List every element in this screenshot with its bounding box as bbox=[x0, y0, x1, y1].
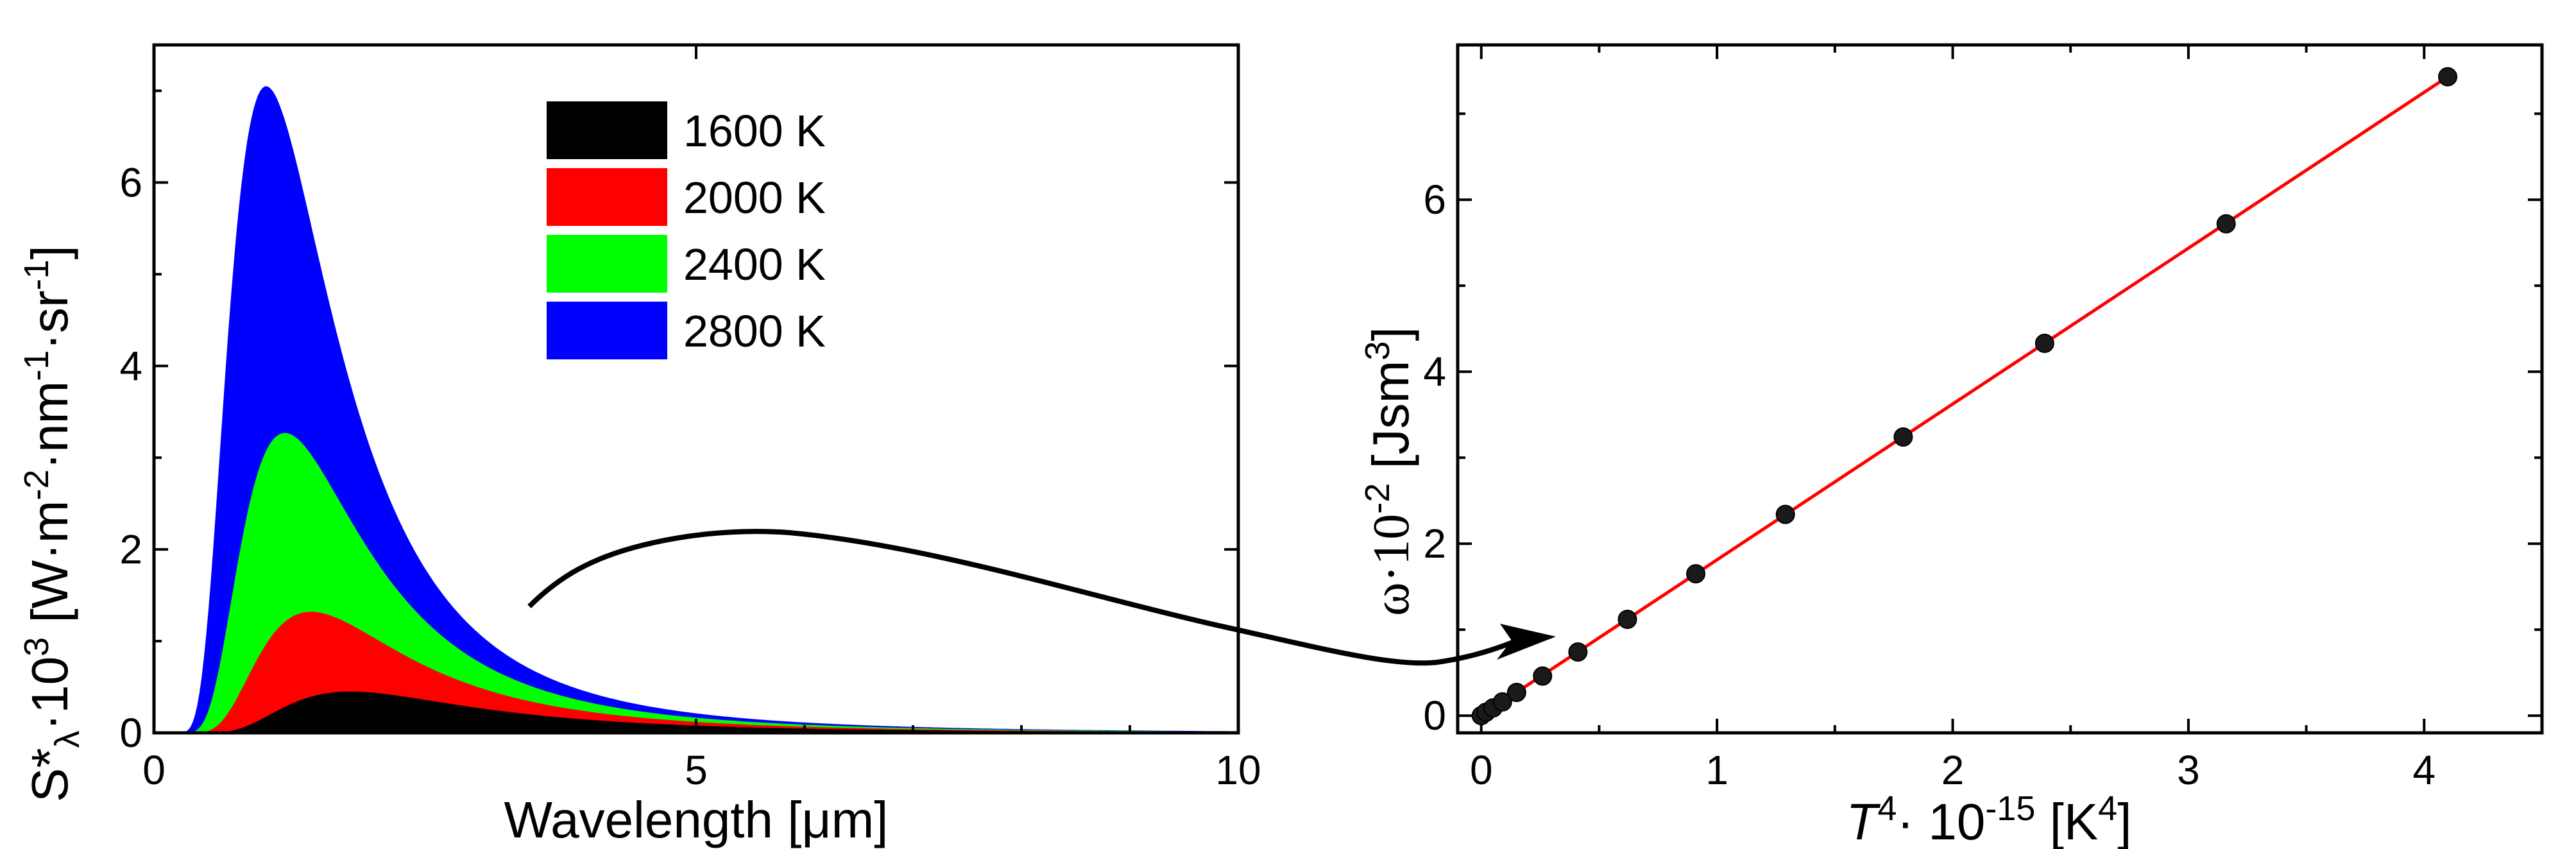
left-y-tick-label: 6 bbox=[119, 159, 142, 205]
connector-arrowhead bbox=[1497, 624, 1556, 660]
right-x-tick-label: 0 bbox=[1470, 747, 1493, 793]
y-label-omega: ω·10 bbox=[1363, 514, 1420, 616]
left-x-tick-label: 10 bbox=[1215, 747, 1261, 793]
legend-label-2800: 2800 K bbox=[683, 306, 826, 356]
y-label-exp-m1a: -1 bbox=[17, 350, 56, 381]
data-point bbox=[1533, 666, 1553, 686]
fit-line bbox=[1480, 75, 2449, 717]
legend-swatch-2000 bbox=[547, 168, 667, 226]
y-label-exp-m2: -2 bbox=[1358, 483, 1397, 514]
left-y-tick-label: 0 bbox=[119, 710, 142, 756]
x-label-exp-k4: 4 bbox=[2098, 789, 2117, 828]
left-x-label-unit: μm bbox=[801, 791, 874, 848]
legend-swatch-2800 bbox=[547, 302, 667, 359]
spectrum-areas bbox=[186, 86, 1239, 733]
area-2000k bbox=[186, 612, 1239, 733]
data-point bbox=[1506, 683, 1526, 703]
right-y-axis-label: ω·10-2 [Jsm3] bbox=[1358, 327, 1420, 616]
legend: 1600 K 2000 K 2400 K 2800 K bbox=[547, 101, 826, 359]
x-label-t: T bbox=[1847, 793, 1881, 849]
legend-label-2000: 2000 K bbox=[683, 173, 826, 223]
left-x-axis-label: Wavelength [μm] bbox=[504, 791, 889, 848]
data-point bbox=[2034, 333, 2054, 353]
legend-swatch-1600 bbox=[547, 101, 667, 159]
y-label-exp-3: 3 bbox=[17, 637, 56, 656]
y-label-exp-m2: -2 bbox=[17, 470, 56, 501]
data-point bbox=[2216, 214, 2236, 234]
y-label-sr: ·sr bbox=[21, 290, 78, 350]
data-point bbox=[1775, 504, 1795, 524]
legend-swatch-2400 bbox=[547, 235, 667, 293]
left-x-tick-label: 0 bbox=[142, 747, 166, 793]
right-x-tick-label: 2 bbox=[1941, 747, 1965, 793]
data-point bbox=[1893, 427, 1913, 447]
x-label-close: ] bbox=[2117, 793, 2131, 849]
x-label-unit: [K bbox=[2035, 793, 2098, 849]
legend-label-2400: 2400 K bbox=[683, 239, 826, 289]
data-point bbox=[1492, 692, 1512, 712]
legend-label-1600: 1600 K bbox=[683, 106, 826, 156]
y-label-close: ] bbox=[21, 245, 78, 259]
right-x-tick-label: 3 bbox=[2177, 747, 2200, 793]
y-label-lambda: λ bbox=[48, 731, 87, 748]
y-label-s: S* bbox=[21, 748, 78, 803]
right-x-axis-label: T4· 10-15 [K4] bbox=[1847, 789, 2132, 849]
y-label-mult: ·10 bbox=[21, 656, 78, 731]
left-x-tick-label: 5 bbox=[685, 747, 708, 793]
area-1600k bbox=[186, 691, 1239, 733]
data-point bbox=[1568, 642, 1588, 662]
right-y-tick-label: 0 bbox=[1423, 692, 1446, 739]
right-y-tick-label: 6 bbox=[1423, 176, 1446, 223]
y-label-unit: [Jsm bbox=[1362, 361, 1419, 483]
data-point bbox=[1686, 564, 1706, 584]
y-label-exp-m1b: -1 bbox=[17, 259, 56, 290]
y-label-wm: [W·m bbox=[21, 501, 78, 637]
connector-curve bbox=[527, 529, 1515, 666]
x-label-exp-m15: -15 bbox=[1985, 789, 2035, 828]
right-y-tick-label: 4 bbox=[1423, 348, 1446, 395]
spectrum-chart: 0 5 10 0 2 4 6 1600 K 2000 K 2400 K 2800 K Wav… bbox=[17, 43, 1261, 848]
x-label-mult: · 10 bbox=[1897, 793, 1985, 849]
left-x-label-close: ] bbox=[874, 791, 888, 848]
right-x-tick-label: 1 bbox=[1705, 747, 1728, 793]
left-y-axis-label: S*λ·103 [W·m-2·nm-1·sr-1] bbox=[17, 245, 87, 802]
right-y-tick-label: 2 bbox=[1423, 520, 1446, 567]
connector-arrow bbox=[527, 529, 1556, 666]
left-ticks: 0 5 10 0 2 4 6 bbox=[119, 45, 1261, 793]
y-label-nm: ·nm bbox=[21, 381, 78, 470]
y-label-exp-3: 3 bbox=[1358, 341, 1397, 361]
right-x-tick-label: 4 bbox=[2413, 747, 2436, 793]
x-label-exp-4: 4 bbox=[1877, 789, 1897, 828]
left-x-label-text: Wavelength [ bbox=[504, 791, 802, 848]
data-point bbox=[2438, 67, 2458, 87]
data-point bbox=[1617, 610, 1637, 630]
left-y-tick-label: 2 bbox=[119, 526, 142, 572]
right-ticks: 0 1 2 3 4 0 2 4 6 bbox=[1423, 45, 2542, 793]
area-2400k bbox=[186, 433, 1239, 733]
right-plot-frame bbox=[1456, 43, 2544, 735]
data-points bbox=[1471, 67, 2458, 726]
y-label-close: ] bbox=[1362, 327, 1419, 341]
left-y-tick-label: 4 bbox=[119, 343, 142, 389]
